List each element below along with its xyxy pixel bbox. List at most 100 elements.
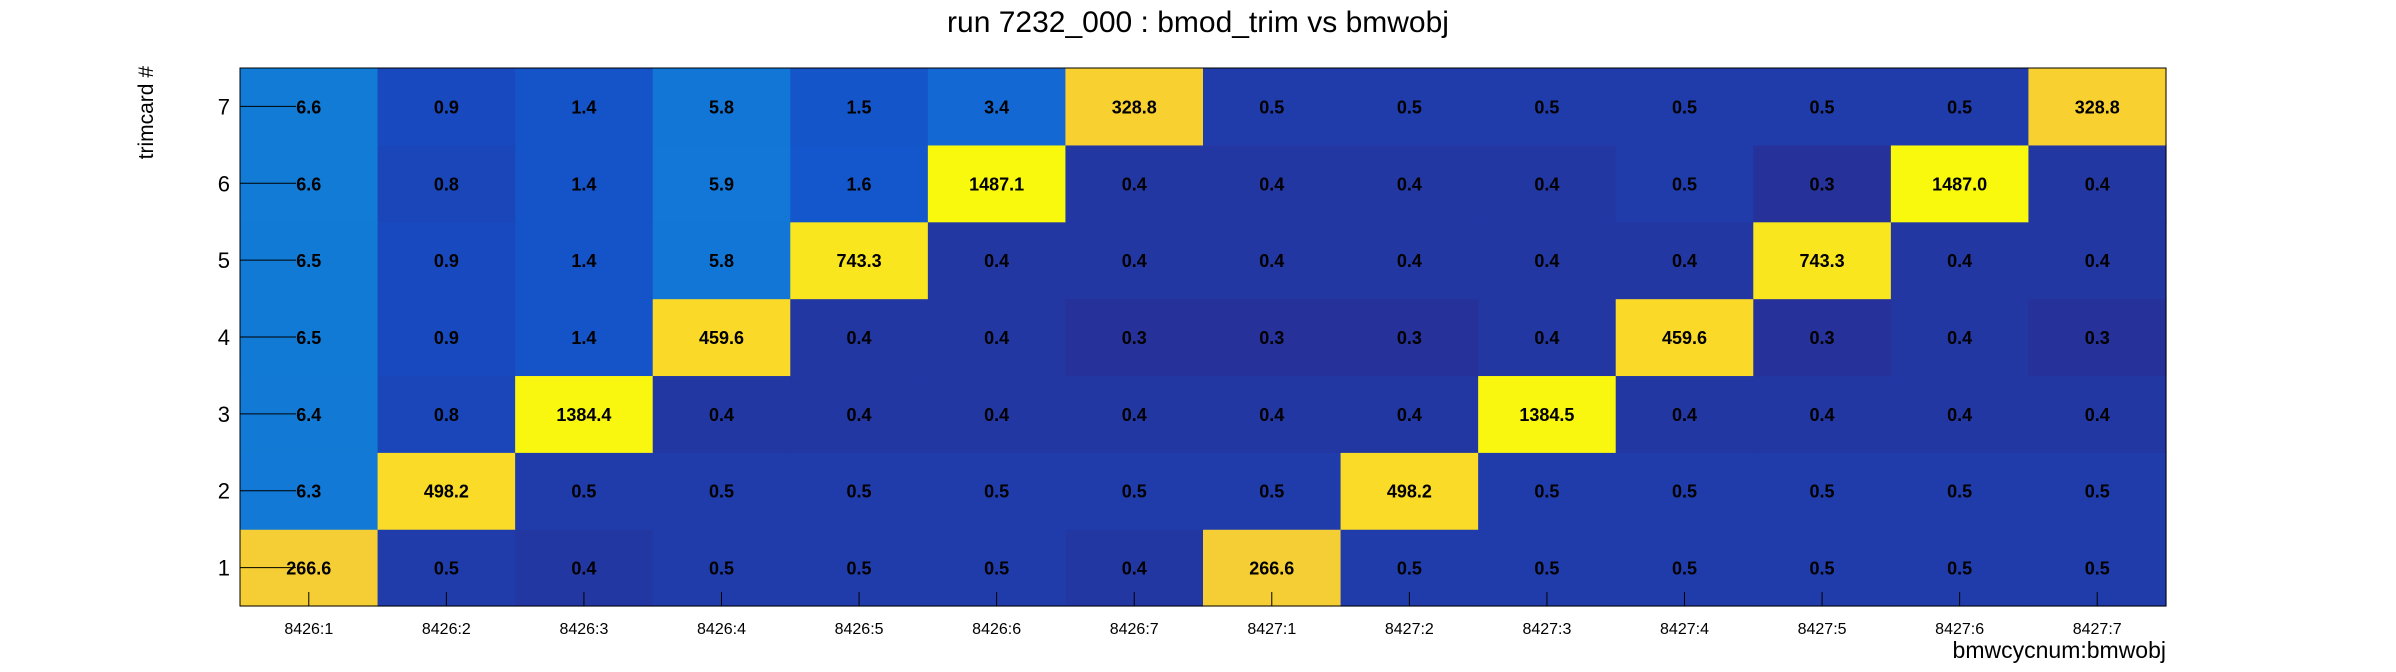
heatmap-cell xyxy=(2028,221,2167,300)
cell-value-label: 0.5 xyxy=(434,559,459,579)
x-tick-label: 8427:5 xyxy=(1798,621,1847,638)
heatmap-cell xyxy=(1065,68,1204,146)
cell-value-label: 0.4 xyxy=(1672,405,1697,425)
heatmap-cell xyxy=(1203,375,1342,453)
heatmap-cell xyxy=(1753,68,1892,146)
y-tick-label: 6 xyxy=(218,171,230,196)
cell-value-label: 266.6 xyxy=(286,559,331,579)
cell-value-label: 0.5 xyxy=(1122,482,1147,502)
heatmap-cell xyxy=(790,452,929,530)
cell-value-label: 459.6 xyxy=(699,328,744,348)
cell-value-label: 0.5 xyxy=(984,559,1009,579)
cell-value-label: 0.4 xyxy=(1947,405,1972,425)
y-axis-label: trimcard # xyxy=(135,66,158,160)
heatmap-cells xyxy=(240,68,2167,607)
heatmap-cell xyxy=(1203,144,1342,223)
heatmap-cell xyxy=(1615,298,1754,377)
cell-value-label: 0.4 xyxy=(1534,174,1559,194)
y-tick-label: 5 xyxy=(218,248,230,273)
heatmap-cell xyxy=(1340,298,1479,377)
heatmap-cell xyxy=(1478,221,1617,300)
cell-value-label: 0.3 xyxy=(1122,328,1147,348)
cell-value-label: 0.5 xyxy=(1810,559,1835,579)
heatmap-cell xyxy=(1890,144,2030,223)
cell-value-label: 0.4 xyxy=(1259,251,1284,271)
cell-value-label: 1.4 xyxy=(571,174,596,194)
heatmap-cell xyxy=(1615,452,1754,530)
heatmap-cell xyxy=(927,144,1067,223)
cell-value-label: 5.9 xyxy=(709,174,734,194)
heatmap-cell xyxy=(515,68,654,146)
cell-value-label: 0.5 xyxy=(1810,482,1835,502)
heatmap-cell xyxy=(1478,375,1617,453)
cell-value-label: 0.5 xyxy=(1810,97,1835,117)
axes xyxy=(239,67,2167,607)
heatmap-cell xyxy=(652,298,791,377)
cell-value-label: 498.2 xyxy=(424,482,469,502)
heatmap-cell xyxy=(1340,221,1479,300)
cell-value-label: 743.3 xyxy=(1800,251,1845,271)
cell-value-label: 0.8 xyxy=(434,174,459,194)
heatmap-cell xyxy=(927,298,1067,377)
cell-value-label: 5.8 xyxy=(709,251,734,271)
cell-value-label: 0.5 xyxy=(1947,97,1972,117)
cell-value-label: 0.5 xyxy=(1672,482,1697,502)
cell-value-label: 0.3 xyxy=(1259,328,1284,348)
cell-value-label: 0.9 xyxy=(434,251,459,271)
cell-value-label: 0.4 xyxy=(2085,251,2110,271)
cell-value-label: 0.4 xyxy=(984,251,1009,271)
x-tick-label: 8426:6 xyxy=(972,621,1021,638)
cell-value-label: 0.5 xyxy=(1534,97,1559,117)
x-tick-label: 8427:6 xyxy=(1935,621,1984,638)
heatmap-cell xyxy=(790,298,929,377)
cell-value-label: 0.5 xyxy=(2085,482,2110,502)
cell-value-label: 1.5 xyxy=(847,97,872,117)
cell-value-label: 0.4 xyxy=(1947,328,1972,348)
cell-value-label: 328.8 xyxy=(2075,97,2120,117)
cell-value-label: 0.5 xyxy=(2085,559,2110,579)
cell-value-label: 0.4 xyxy=(1397,251,1422,271)
heatmap-cell xyxy=(515,221,654,300)
heatmap-cell xyxy=(1478,452,1617,530)
heatmap-cell xyxy=(377,68,516,146)
y-tick-label: 2 xyxy=(218,479,230,504)
heatmap-cell xyxy=(377,221,516,300)
cell-value-label: 0.4 xyxy=(1672,251,1697,271)
heatmap-cell xyxy=(377,375,516,453)
heatmap-cell xyxy=(1890,68,2030,146)
heatmap-cell xyxy=(790,221,929,300)
cell-value-label: 1.4 xyxy=(571,251,596,271)
cell-value-label: 6.5 xyxy=(296,328,321,348)
cell-value-label: 0.4 xyxy=(1122,251,1147,271)
heatmap-cell xyxy=(790,144,929,223)
heatmap-cell xyxy=(1890,375,2030,453)
heatmap-cell xyxy=(1753,144,1892,223)
cell-value-label: 1.4 xyxy=(571,97,596,117)
heatmap-cell xyxy=(1478,68,1617,146)
heatmap-cell xyxy=(1340,452,1479,530)
cell-value-label: 0.4 xyxy=(1122,174,1147,194)
cell-value-label: 0.5 xyxy=(571,482,596,502)
heatmap-cell xyxy=(515,298,654,377)
cell-value-label: 0.4 xyxy=(1259,174,1284,194)
x-tick-label: 8427:2 xyxy=(1385,621,1434,638)
cell-value-label: 0.4 xyxy=(847,328,872,348)
heatmap-cell xyxy=(1890,298,2030,377)
cell-value-label: 6.6 xyxy=(296,174,321,194)
cell-value-label: 0.4 xyxy=(2085,405,2110,425)
heatmap-cell xyxy=(1478,298,1617,377)
cell-value-label: 6.5 xyxy=(296,251,321,271)
cell-value-label: 0.4 xyxy=(2085,174,2110,194)
y-tick-label: 1 xyxy=(218,556,230,581)
cell-value-label: 743.3 xyxy=(837,251,882,271)
heatmap-cell xyxy=(1065,452,1204,530)
cell-value-label: 0.4 xyxy=(1534,251,1559,271)
heatmap-cell xyxy=(927,452,1067,530)
heatmap-cell xyxy=(1203,298,1342,377)
cell-value-label: 0.4 xyxy=(709,405,734,425)
cell-value-label: 0.4 xyxy=(1397,405,1422,425)
heatmap-cell xyxy=(1615,144,1754,223)
cell-value-label: 0.5 xyxy=(1259,482,1284,502)
cell-value-label: 6.3 xyxy=(296,482,321,502)
cell-value-label: 0.4 xyxy=(847,405,872,425)
